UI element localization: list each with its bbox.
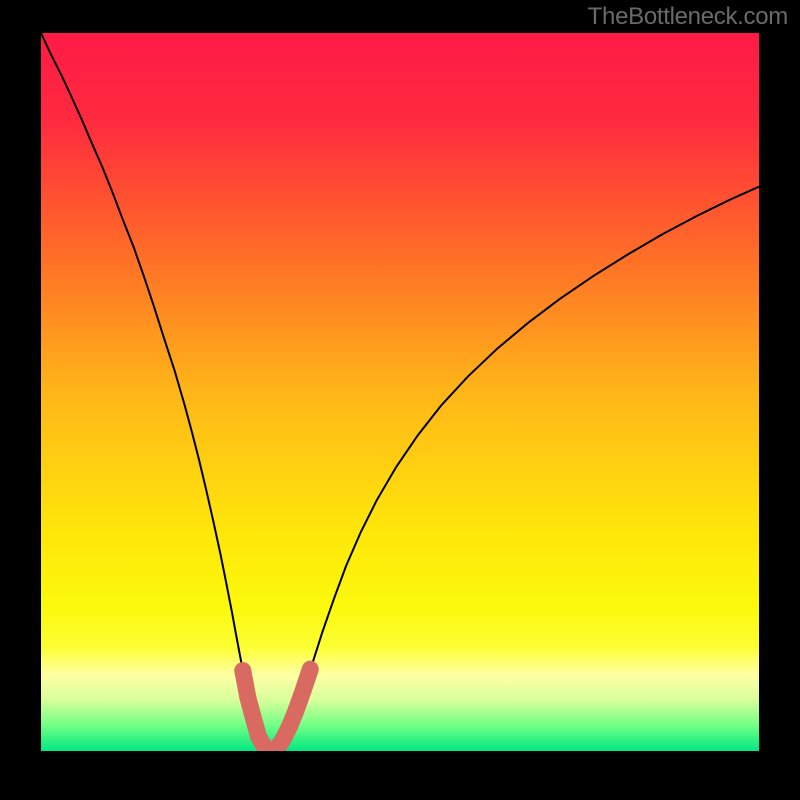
watermark-text: TheBottleneck.com xyxy=(588,3,788,31)
chart-container: TheBottleneck.com xyxy=(0,0,800,800)
gradient-background xyxy=(41,33,759,751)
bottleneck-chart xyxy=(0,0,800,800)
